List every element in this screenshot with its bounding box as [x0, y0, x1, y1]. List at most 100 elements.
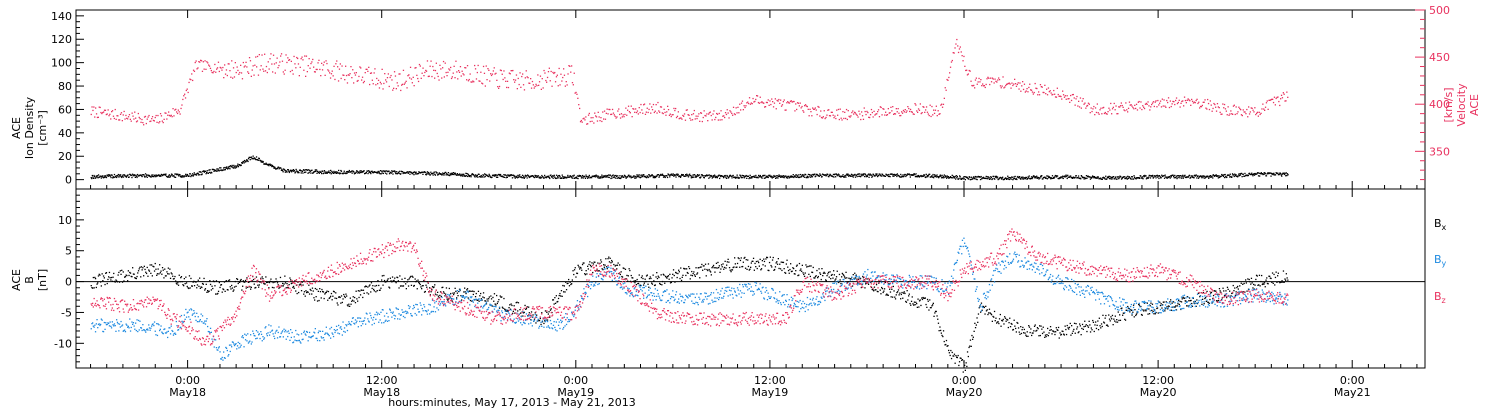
velocity-point [957, 51, 960, 54]
density-point [615, 175, 618, 177]
density-point [750, 177, 752, 179]
density-point [223, 169, 225, 171]
bx-point [264, 283, 266, 285]
velocity-point [804, 105, 806, 107]
density-point [700, 176, 702, 178]
bx-point [947, 345, 949, 347]
bx-point [212, 287, 214, 290]
velocity-point [343, 74, 345, 76]
bx-point [169, 277, 172, 279]
bx-point [536, 314, 538, 316]
density-point [920, 174, 922, 177]
density-point [597, 175, 600, 177]
velocity-point [187, 91, 189, 94]
density-point [785, 177, 788, 179]
density-point [964, 176, 966, 178]
density-point [452, 172, 455, 174]
density-point [233, 166, 236, 168]
velocity-point [256, 66, 258, 68]
density-point [654, 176, 656, 178]
velocity-point [958, 48, 961, 50]
bx-point [261, 276, 263, 278]
density-point [824, 174, 827, 176]
bx-point [512, 312, 514, 314]
density-point [1096, 177, 1098, 179]
velocity-point [694, 118, 696, 120]
velocity-point [1214, 103, 1216, 106]
bx-point [707, 269, 709, 272]
velocity-point [210, 69, 212, 72]
bx-point [1087, 325, 1089, 327]
density-point [91, 177, 93, 180]
velocity-point [905, 111, 907, 113]
velocity-point [953, 52, 955, 54]
bx-point [1010, 322, 1012, 325]
density-point [806, 175, 808, 177]
bx-point [1039, 334, 1041, 337]
density-point [1163, 175, 1165, 177]
bx-point [218, 281, 220, 284]
density-point [856, 174, 858, 176]
velocity-point [1286, 91, 1288, 93]
density-point [520, 176, 523, 178]
density-point [651, 174, 653, 176]
bx-point [97, 282, 99, 284]
velocity-point [189, 78, 191, 80]
bx-point [450, 292, 452, 295]
density-point [751, 177, 753, 179]
density-point [127, 174, 129, 176]
density-point [245, 160, 247, 162]
velocity-point [807, 108, 809, 110]
bx-point [618, 272, 620, 275]
velocity-point [672, 114, 674, 116]
density-point [144, 173, 147, 175]
bx-point [399, 285, 402, 287]
density-point [323, 170, 326, 172]
velocity-point [949, 66, 952, 68]
bx-point [1095, 327, 1098, 330]
velocity-point [421, 72, 423, 74]
velocity-point [728, 117, 730, 119]
velocity-point [1148, 105, 1150, 107]
velocity-point [893, 113, 895, 115]
bx-point [999, 313, 1001, 316]
bx-point [742, 265, 744, 268]
velocity-point [993, 82, 995, 84]
bx-point [655, 276, 657, 278]
density-point [828, 174, 831, 177]
density-point [1118, 178, 1120, 180]
velocity-point [509, 73, 511, 75]
density-point [690, 177, 692, 179]
density-point [309, 169, 311, 172]
bx-point [1072, 330, 1074, 332]
density-point [1222, 175, 1225, 177]
bx-point [587, 268, 589, 270]
velocity-point [687, 114, 689, 116]
density-point [954, 176, 956, 178]
bx-point [830, 278, 832, 280]
velocity-point [1165, 106, 1167, 108]
velocity-point [949, 72, 951, 74]
velocity-point [225, 69, 228, 71]
density-point [603, 175, 605, 177]
density-point [915, 173, 917, 175]
velocity-point [659, 106, 662, 108]
velocity-point [372, 83, 374, 85]
bx-point [247, 286, 249, 288]
density-point [887, 175, 889, 178]
bx-point [1006, 318, 1008, 321]
velocity-point [409, 66, 412, 68]
bx-point [870, 281, 872, 284]
bx-point [756, 267, 758, 270]
density-point [1086, 177, 1088, 179]
velocity-point [935, 105, 937, 107]
density-point [625, 177, 627, 179]
density-point [734, 177, 737, 179]
velocity-point [821, 117, 824, 119]
velocity-point [104, 109, 107, 111]
velocity-point [745, 105, 747, 107]
velocity-point [1233, 104, 1235, 106]
density-point [571, 175, 574, 177]
density-point [561, 177, 563, 179]
density-point [158, 174, 160, 176]
